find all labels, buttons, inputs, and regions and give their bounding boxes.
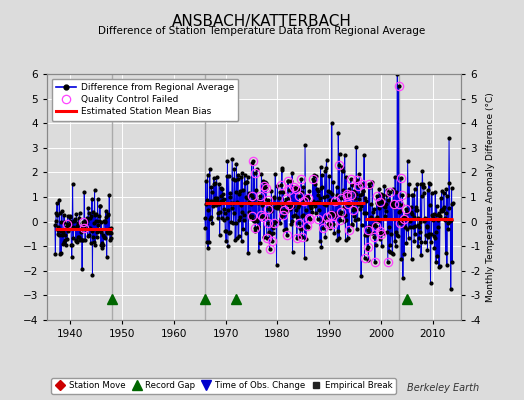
Text: Difference of Station Temperature Data from Regional Average: Difference of Station Temperature Data f…	[99, 26, 425, 36]
Legend: Station Move, Record Gap, Time of Obs. Change, Empirical Break: Station Move, Record Gap, Time of Obs. C…	[51, 378, 396, 394]
Legend: Difference from Regional Average, Quality Control Failed, Estimated Station Mean: Difference from Regional Average, Qualit…	[52, 78, 238, 121]
Y-axis label: Monthly Temperature Anomaly Difference (°C): Monthly Temperature Anomaly Difference (…	[486, 92, 495, 302]
Text: ANSBACH/KATTERBACH: ANSBACH/KATTERBACH	[172, 14, 352, 29]
Text: Berkeley Earth: Berkeley Earth	[407, 383, 479, 393]
